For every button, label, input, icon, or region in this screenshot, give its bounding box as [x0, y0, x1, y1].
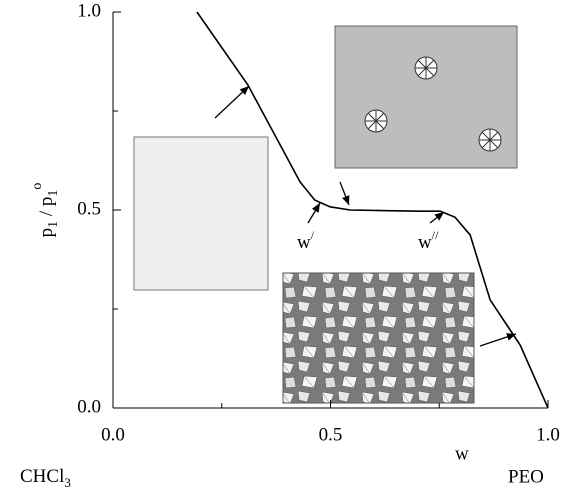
- y-tick-label: 0.0: [77, 396, 101, 417]
- x-tick-label: 0.0: [101, 424, 125, 445]
- x-axis-label: w: [455, 443, 469, 464]
- inset-network: [282, 272, 475, 404]
- y-tick-label: 0.5: [77, 198, 101, 219]
- arrow: [214, 85, 250, 119]
- arrow: [307, 202, 321, 224]
- data-line: [196, 11, 549, 409]
- inset-empty: [133, 136, 269, 291]
- annotation: w//: [418, 228, 439, 254]
- left-end-label: CHCl3: [20, 466, 71, 490]
- y-axis-label: p1 / p1o: [30, 183, 61, 238]
- x-tick-label: 1.0: [536, 424, 560, 445]
- sphere: [364, 56, 502, 152]
- annotation: w/: [297, 228, 315, 254]
- y-tick-label: 1.0: [77, 0, 101, 21]
- arrow: [429, 211, 445, 224]
- right-end-label: PEO: [508, 466, 544, 487]
- arrow: [339, 181, 350, 206]
- x-tick-label: 0.5: [319, 424, 343, 445]
- arrow: [479, 333, 517, 347]
